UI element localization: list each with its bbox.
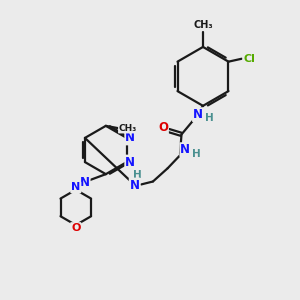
Text: H: H [133,170,142,180]
Text: CH₃: CH₃ [119,124,137,133]
Text: O: O [158,122,168,134]
Text: N: N [125,131,135,144]
Text: H: H [192,148,201,158]
Text: O: O [71,223,80,233]
Text: N: N [71,182,80,192]
Text: N: N [193,108,203,121]
Text: N: N [80,176,90,189]
Text: N: N [180,143,190,156]
Text: Cl: Cl [243,54,255,64]
Text: H: H [205,113,213,124]
Text: CH₃: CH₃ [193,20,213,30]
Text: N: N [130,178,140,191]
Text: N: N [125,156,135,169]
